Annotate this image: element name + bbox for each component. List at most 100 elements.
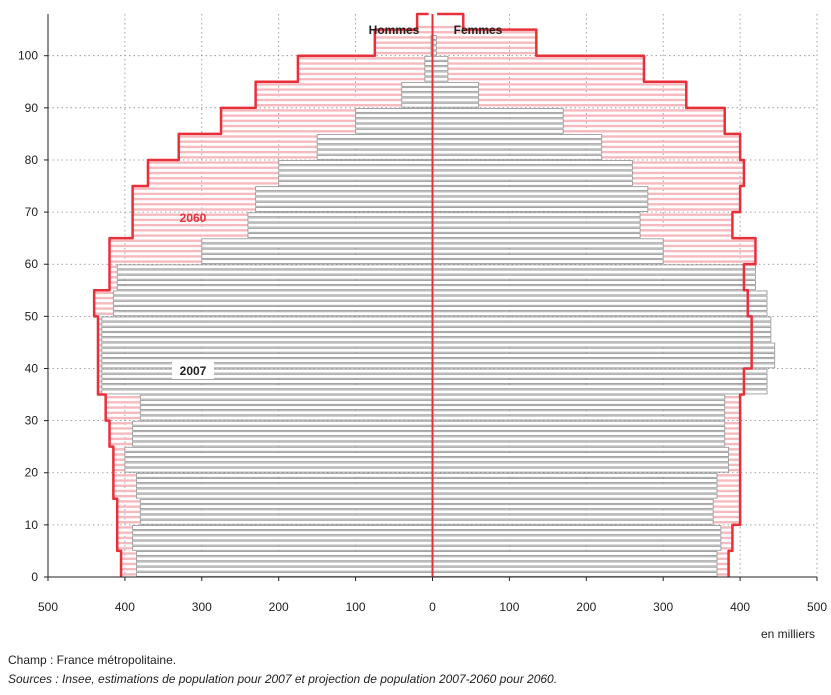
bar-2007-hommes [424, 55, 433, 61]
bar-2007-femmes [432, 253, 664, 259]
fill-2060-hommes-row [255, 104, 433, 107]
bar-2007-hommes [355, 128, 433, 134]
fill-2060-hommes-row [255, 98, 433, 102]
bar-2007-femmes [432, 394, 726, 400]
fill-2060-femmes-row [432, 31, 537, 34]
bar-2007-femmes [432, 222, 641, 228]
bar-2007-femmes [432, 186, 649, 192]
bar-2007-femmes [432, 87, 480, 93]
bar-2007-hommes [278, 180, 433, 186]
bar-2007-femmes [432, 248, 664, 254]
unit-label: en milliers [761, 627, 815, 640]
bar-2007-hommes [101, 332, 433, 338]
bar-2007-femmes [432, 295, 768, 301]
bar-2007-femmes [432, 519, 714, 525]
bar-2007-hommes [132, 431, 433, 437]
bar-2007-femmes [432, 306, 768, 311]
bar-2007-femmes [432, 102, 480, 108]
fill-2060-femmes-row [432, 46, 537, 50]
fill-2060-hommes-row [374, 41, 433, 44]
bar-2007-hommes [116, 280, 433, 285]
bar-2007-hommes [135, 488, 433, 494]
bar-2007-hommes [316, 139, 433, 145]
bar-2007-hommes [201, 248, 433, 254]
bar-2007-hommes [201, 243, 433, 249]
bar-2007-femmes [432, 462, 730, 468]
fill-2060-femmes-row [432, 57, 644, 60]
bar-2007-femmes [432, 123, 564, 129]
bar-2007-hommes [247, 233, 433, 238]
bar-2007-femmes [432, 389, 768, 395]
bar-2007-hommes [139, 405, 433, 411]
bar-2007-femmes [432, 571, 718, 577]
bar-2007-femmes [432, 441, 726, 447]
bar-2007-hommes [201, 238, 433, 244]
bar-2007-femmes [432, 405, 726, 411]
bar-2007-femmes [432, 530, 722, 536]
fill-2060-femmes-row [432, 83, 687, 86]
fill-2060-hommes-row [374, 51, 433, 55]
x-tick-label: 400 [730, 600, 750, 614]
bar-2007-hommes [101, 316, 433, 322]
fill-2060-hommes-row [374, 46, 433, 50]
bar-2007-hommes [139, 509, 433, 515]
bar-2007-femmes [432, 290, 768, 296]
bar-2007-femmes [432, 71, 449, 77]
bar-2007-hommes [316, 154, 433, 160]
bar-2007-hommes [316, 134, 433, 139]
bar-2007-femmes [432, 134, 603, 139]
fill-2060-hommes-row [221, 119, 433, 123]
bar-2007-hommes [401, 92, 433, 98]
bar-2007-femmes [432, 332, 772, 338]
bar-2007-hommes [401, 102, 433, 108]
bar-2007-femmes [432, 498, 714, 504]
bar-2007-hommes [355, 108, 433, 113]
x-tick-label: 300 [192, 600, 212, 614]
bar-2007-femmes [432, 139, 603, 145]
bar-2007-hommes [255, 191, 433, 197]
fill-2060-femmes-row [432, 88, 687, 91]
bar-2007-femmes [432, 165, 633, 171]
fill-2060-femmes-row [432, 93, 687, 96]
bar-2007-hommes [135, 483, 433, 489]
bar-2007-hommes [101, 358, 433, 364]
bar-2007-femmes [432, 504, 714, 510]
bar-2007-femmes [432, 191, 649, 197]
bar-2007-femmes [432, 342, 776, 348]
bar-2007-femmes [432, 128, 564, 134]
bar-2007-femmes [432, 415, 726, 421]
bar-2007-hommes [112, 306, 433, 311]
bar-2007-femmes [432, 368, 768, 374]
fill-2060-hommes-row [178, 135, 433, 138]
bar-2007-femmes [432, 556, 718, 562]
bar-2007-femmes [432, 207, 649, 212]
bar-2007-femmes [432, 316, 772, 322]
bar-2007-hommes [112, 295, 433, 301]
bar-2007-hommes [116, 264, 433, 270]
bar-2007-hommes [101, 337, 433, 343]
fill-2060-femmes-row [432, 25, 464, 29]
bar-2007-femmes [432, 259, 664, 265]
bar-2007-femmes [432, 410, 726, 416]
bar-2007-hommes [124, 467, 433, 473]
fill-2060-hommes-row [178, 140, 433, 143]
bar-2007-hommes [401, 87, 433, 93]
fill-2060-femmes-row [432, 98, 687, 102]
bar-2007-femmes [432, 561, 718, 567]
y-tick-label: 20 [25, 466, 39, 480]
bar-2007-femmes [432, 76, 449, 82]
y-tick-label: 100 [18, 49, 38, 63]
bar-2007-femmes [432, 353, 776, 358]
fill-2060-femmes-row [432, 104, 687, 107]
bar-2007-femmes [432, 478, 718, 483]
fill-2060-femmes-row [432, 77, 644, 81]
bar-2007-femmes [432, 436, 726, 442]
bar-2007-hommes [424, 71, 433, 77]
bar-2007-hommes [135, 566, 433, 572]
bar-2007-femmes [432, 274, 756, 280]
fill-2060-hommes-row [374, 31, 433, 34]
bar-2007-femmes [432, 175, 633, 181]
bar-2007-hommes [112, 290, 433, 296]
line-2060-femmes [437, 12, 757, 577]
bar-2007-hommes [278, 165, 433, 171]
